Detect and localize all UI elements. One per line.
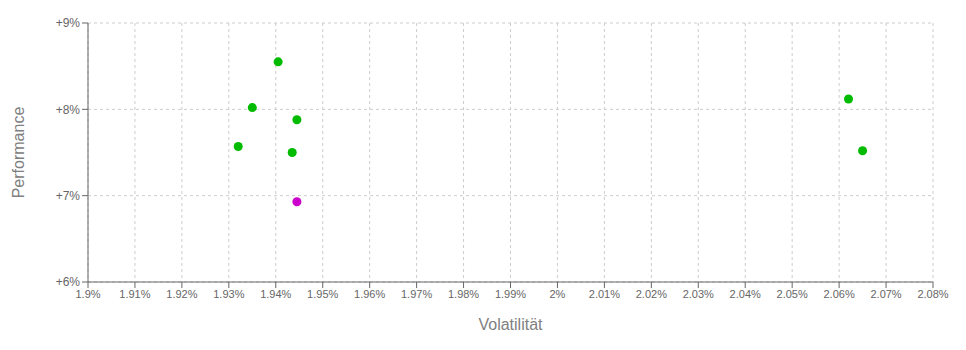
svg-text:Performance: Performance [10,107,27,199]
svg-text:1.9%: 1.9% [75,288,100,300]
svg-text:2.03%: 2.03% [683,288,714,300]
svg-text:2.05%: 2.05% [777,288,808,300]
svg-text:2.07%: 2.07% [870,288,901,300]
svg-text:2.08%: 2.08% [917,288,948,300]
svg-text:1.93%: 1.93% [213,288,244,300]
svg-text:2.01%: 2.01% [589,288,620,300]
svg-text:1.94%: 1.94% [260,288,291,300]
svg-text:1.92%: 1.92% [166,288,197,300]
svg-text:1.97%: 1.97% [401,288,432,300]
svg-text:1.91%: 1.91% [119,288,150,300]
svg-text:2.02%: 2.02% [636,288,667,300]
svg-text:Volatilität: Volatilität [478,316,543,333]
svg-text:+6%: +6% [56,275,81,289]
svg-text:+8%: +8% [56,103,81,117]
svg-text:1.95%: 1.95% [307,288,338,300]
svg-text:+9%: +9% [56,16,81,30]
svg-text:+7%: +7% [56,189,81,203]
svg-text:2%: 2% [549,288,565,300]
svg-text:1.99%: 1.99% [495,288,526,300]
svg-text:2.06%: 2.06% [824,288,855,300]
svg-text:1.98%: 1.98% [448,288,479,300]
svg-text:1.96%: 1.96% [354,288,385,300]
svg-text:2.04%: 2.04% [730,288,761,300]
